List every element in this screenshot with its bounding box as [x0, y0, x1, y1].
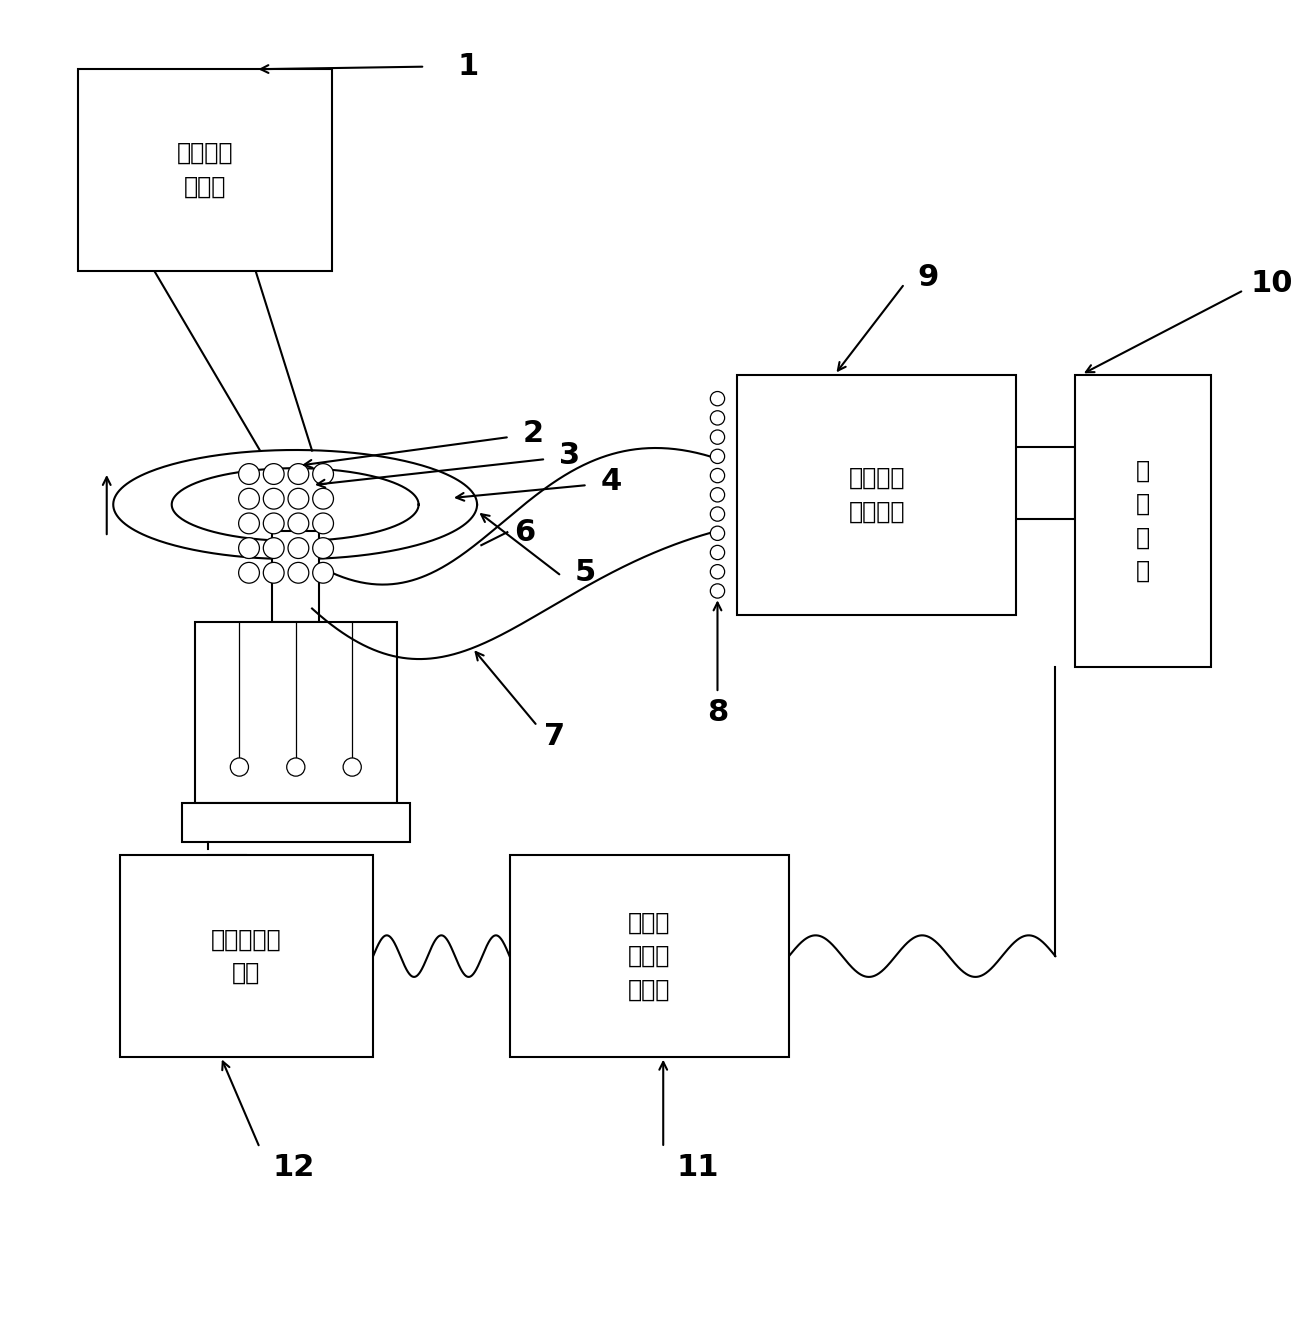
Circle shape — [239, 538, 259, 559]
Text: 4: 4 — [600, 466, 622, 495]
Circle shape — [312, 513, 333, 534]
Circle shape — [230, 758, 248, 777]
Circle shape — [239, 563, 259, 583]
Circle shape — [239, 464, 259, 485]
Text: 1: 1 — [457, 52, 478, 81]
Circle shape — [344, 758, 361, 777]
Circle shape — [312, 464, 333, 485]
Text: 5: 5 — [575, 557, 596, 587]
Text: 6: 6 — [514, 518, 535, 547]
Circle shape — [710, 391, 724, 406]
Circle shape — [288, 464, 308, 485]
Text: 7: 7 — [544, 721, 565, 750]
Circle shape — [710, 487, 724, 502]
Text: 太阳望远
镜系统: 太阳望远 镜系统 — [176, 141, 233, 198]
Circle shape — [312, 489, 333, 509]
Bar — [272, 531, 319, 621]
Text: 狭缝式光
栅光谱仪: 狭缝式光 栅光谱仪 — [848, 466, 904, 523]
Circle shape — [710, 469, 724, 482]
Bar — [78, 69, 332, 271]
Text: 11: 11 — [676, 1153, 719, 1182]
Circle shape — [239, 513, 259, 534]
Text: 9: 9 — [918, 263, 938, 292]
Circle shape — [710, 429, 724, 444]
Circle shape — [239, 489, 259, 509]
Circle shape — [710, 584, 724, 598]
Circle shape — [263, 563, 284, 583]
Bar — [182, 803, 409, 843]
Circle shape — [312, 563, 333, 583]
Circle shape — [710, 449, 724, 464]
Circle shape — [263, 464, 284, 485]
Circle shape — [710, 411, 724, 425]
Bar — [737, 375, 1017, 616]
Text: 12: 12 — [273, 1153, 315, 1182]
Bar — [1074, 375, 1212, 667]
Circle shape — [312, 538, 333, 559]
Circle shape — [710, 546, 724, 560]
Bar — [510, 856, 789, 1057]
Circle shape — [288, 489, 308, 509]
Circle shape — [288, 513, 308, 534]
Circle shape — [710, 526, 724, 540]
Circle shape — [263, 538, 284, 559]
Bar — [195, 621, 396, 803]
Text: 成
像
系
统: 成 像 系 统 — [1136, 458, 1150, 583]
Circle shape — [263, 513, 284, 534]
Circle shape — [710, 507, 724, 522]
Text: 2: 2 — [523, 419, 544, 448]
Text: 10: 10 — [1251, 269, 1293, 299]
Circle shape — [288, 538, 308, 559]
Circle shape — [286, 758, 305, 777]
Text: 8: 8 — [707, 697, 728, 727]
Text: 计数机
数据处
理系统: 计数机 数据处 理系统 — [629, 910, 670, 1001]
Circle shape — [710, 564, 724, 579]
Text: 3: 3 — [559, 441, 580, 470]
Bar — [120, 856, 372, 1057]
Circle shape — [288, 563, 308, 583]
Text: 旋转角度控
制器: 旋转角度控 制器 — [212, 927, 282, 985]
Circle shape — [263, 489, 284, 509]
